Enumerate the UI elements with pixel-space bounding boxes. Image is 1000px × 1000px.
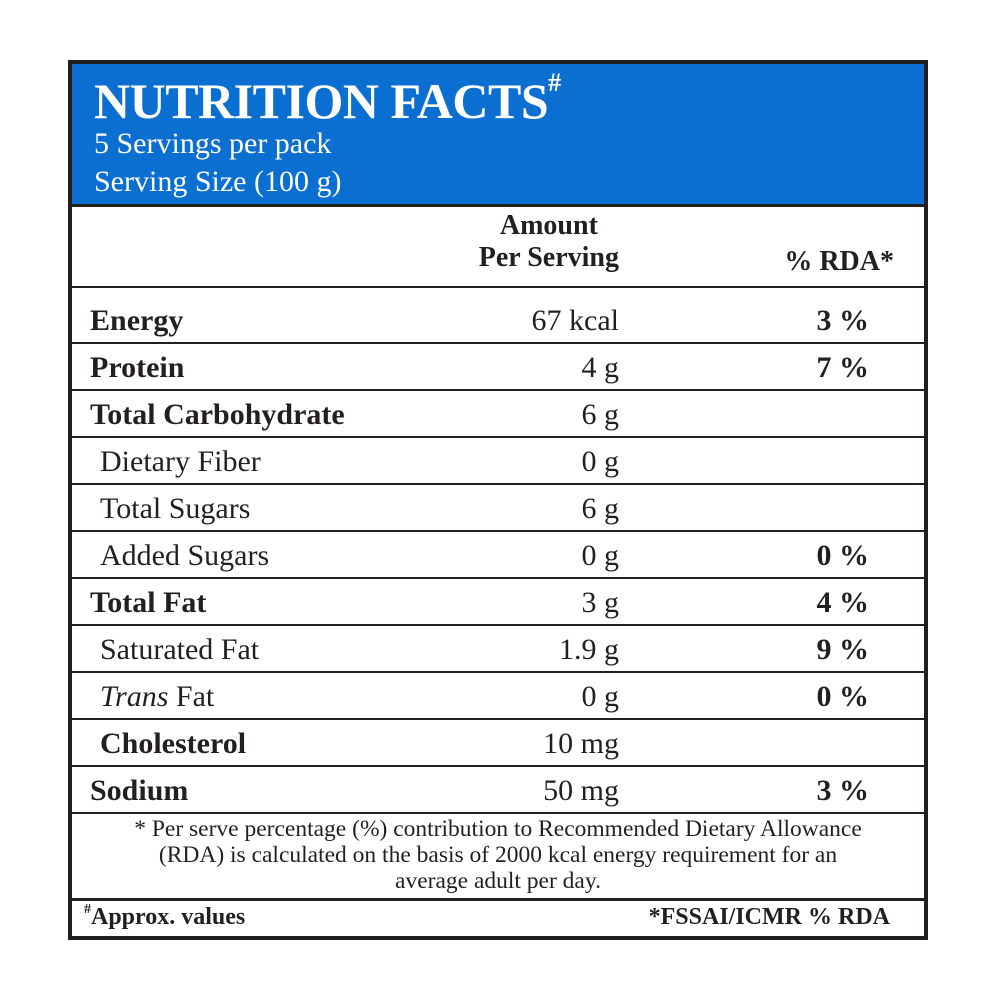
nutrient-rda: 4 % — [816, 586, 870, 619]
row-divider — [72, 530, 924, 532]
nutrient-name: Dietary Fiber — [100, 445, 261, 478]
row-divider — [72, 483, 924, 485]
nutrient-amount: 0 g — [581, 539, 620, 572]
row-divider — [72, 342, 924, 344]
row-divider — [72, 718, 924, 720]
nutrient-amount: 6 g — [581, 398, 620, 431]
nutrient-amount: 4 g — [581, 351, 620, 384]
row-divider — [72, 812, 924, 814]
nutrient-rda: 3 % — [816, 304, 870, 337]
nutrient-amount: 67 kcal — [531, 304, 619, 337]
nutrient-amount: 50 mg — [543, 774, 619, 807]
nutrient-amount: 1.9 g — [559, 633, 619, 666]
row-protein: Protein 4 g 7 % — [72, 344, 924, 391]
nutrient-name: Total Fat — [90, 586, 207, 619]
nutrient-rda: 0 % — [816, 680, 870, 713]
label-title: NUTRITION FACTS# — [94, 68, 561, 129]
row-divider — [72, 765, 924, 767]
label-header: NUTRITION FACTS# 5 Servings per pack Ser… — [72, 64, 924, 207]
row-dietary-fiber: Dietary Fiber 0 g — [72, 438, 924, 485]
title-mark: # — [548, 68, 561, 97]
nutrient-name: Energy — [90, 304, 184, 337]
rda-footnote: * Per serve percentage (%) contribution … — [134, 816, 862, 894]
nutrient-name: Added Sugars — [100, 539, 270, 572]
approx-values-note: #Approx. values — [84, 902, 246, 930]
nutrient-rda: 7 % — [816, 351, 870, 384]
nutrient-name: Total Carbohydrate — [90, 398, 345, 431]
serving-size: Serving Size (100 g) — [94, 165, 342, 198]
amount-column-header: Amount Per Serving — [478, 210, 619, 273]
row-divider — [72, 389, 924, 391]
row-divider — [72, 577, 924, 579]
nutrient-name: Total Sugars — [100, 492, 251, 525]
nutrient-amount: 0 g — [581, 445, 620, 478]
row-total-carbohydrate: Total Carbohydrate 6 g — [72, 391, 924, 438]
row-sodium: Sodium 50 mg 3 % — [72, 767, 924, 814]
header-divider — [72, 286, 924, 288]
row-total-sugars: Total Sugars 6 g — [72, 485, 924, 532]
rda-column-header: % RDA* — [784, 246, 894, 277]
nutrient-name: Cholesterol — [100, 727, 247, 760]
row-divider — [72, 624, 924, 626]
nutrient-amount: 6 g — [581, 492, 620, 525]
row-energy: Energy 67 kcal 3 % — [72, 297, 924, 344]
row-total-fat: Total Fat 3 g 4 % — [72, 579, 924, 626]
row-cholesterol: Cholesterol 10 mg — [72, 720, 924, 767]
nutrient-name: Sodium — [90, 774, 189, 807]
nutrient-name: Saturated Fat — [100, 633, 260, 666]
nutrition-facts-label: NUTRITION FACTS# 5 Servings per pack Ser… — [68, 60, 928, 940]
row-divider — [72, 436, 924, 438]
row-divider — [72, 671, 924, 673]
nutrient-name: Protein — [90, 351, 185, 384]
servings-per-pack: 5 Servings per pack — [94, 127, 332, 160]
rda-source-note: *FSSAI/ICMR % RDA — [648, 904, 890, 930]
nutrient-amount: 0 g — [581, 680, 620, 713]
row-trans-fat: Trans Fat 0 g 0 % — [72, 673, 924, 720]
nutrient-name: Trans Fat — [100, 680, 215, 713]
nutrient-amount: 3 g — [581, 586, 620, 619]
trans-italic: Trans — [100, 680, 169, 713]
row-saturated-fat: Saturated Fat 1.9 g 9 % — [72, 626, 924, 673]
nutrient-rda: 0 % — [816, 539, 870, 572]
nutrient-rda: 3 % — [816, 774, 870, 807]
row-added-sugars: Added Sugars 0 g 0 % — [72, 532, 924, 579]
nutrient-rda: 9 % — [816, 633, 870, 666]
footer-divider — [72, 898, 924, 901]
nutrient-amount: 10 mg — [543, 727, 619, 760]
